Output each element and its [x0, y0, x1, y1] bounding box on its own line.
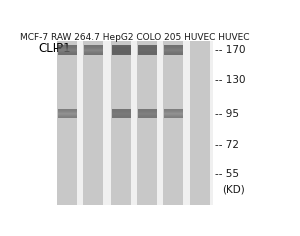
Text: -- 72: -- 72	[215, 139, 239, 150]
Bar	[190, 41, 210, 205]
Bar	[83, 41, 103, 205]
Text: -- 95: -- 95	[215, 109, 239, 119]
Bar	[137, 41, 157, 205]
Bar	[164, 41, 183, 205]
Text: -- 130: -- 130	[215, 75, 246, 84]
Text: -- 170: -- 170	[215, 45, 246, 55]
Text: CLIP1: CLIP1	[39, 42, 71, 55]
Bar	[57, 41, 213, 205]
Text: --: --	[53, 42, 62, 55]
Text: (KD): (KD)	[222, 185, 245, 194]
Bar	[57, 41, 77, 205]
Text: -- 55: -- 55	[215, 169, 239, 179]
Text: MCF-7 RAW 264.7 HepG2 COLO 205 HUVEC HUVEC: MCF-7 RAW 264.7 HepG2 COLO 205 HUVEC HUV…	[20, 33, 250, 42]
Bar	[111, 41, 131, 205]
